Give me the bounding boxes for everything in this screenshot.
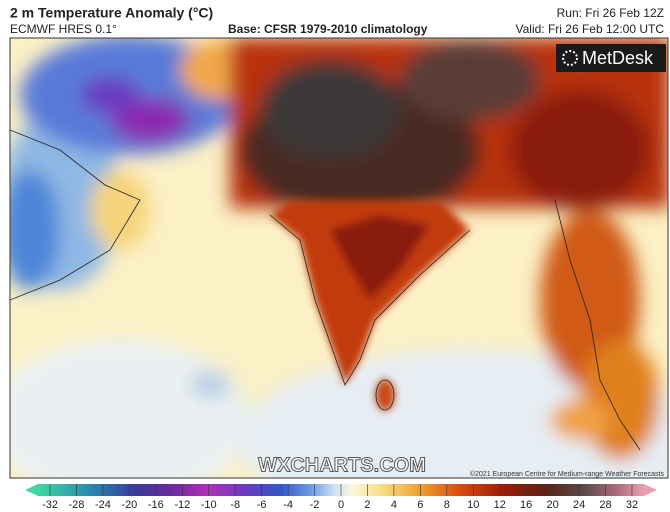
map xyxy=(10,38,668,478)
base: Base: CFSR 1979-2010 climatology xyxy=(228,22,428,36)
colorbar-tick-label: -12 xyxy=(174,499,190,511)
model: ECMWF HRES 0.1° xyxy=(10,22,117,36)
colorbar-tick-label: 4 xyxy=(391,499,397,511)
colorbar-tick-label: -8 xyxy=(230,499,240,511)
logo: MetDesk xyxy=(582,48,654,68)
copyright: ©2021 European Centre for Medium-range W… xyxy=(470,470,665,478)
colorbar-tick-label: -6 xyxy=(257,499,267,511)
colorbar-tick-label: -28 xyxy=(69,499,85,511)
colorbar-tick-label: -10 xyxy=(201,499,217,511)
colorbar-tick-label: 20 xyxy=(547,499,559,511)
valid: Valid: Fri 26 Feb 12:00 UTC xyxy=(515,22,664,36)
colorbar-tick-label: 28 xyxy=(599,499,611,511)
colorbar-tick-label: -20 xyxy=(121,499,137,511)
colorbar-tick-label: 6 xyxy=(417,499,423,511)
title: 2 m Temperature Anomaly (°C) xyxy=(10,5,213,21)
watermark: WXCHARTS.COM xyxy=(258,454,426,476)
colorbar-tick-label: 12 xyxy=(494,499,506,511)
colorbar-tick-label: 10 xyxy=(467,499,479,511)
colorbar-tick-label: 32 xyxy=(626,499,638,511)
colorbar-tick-label: 0 xyxy=(338,499,344,511)
colorbar-tick-label: 8 xyxy=(444,499,450,511)
colorbar-tick-label: -2 xyxy=(310,499,320,511)
colorbar-tick-label: 24 xyxy=(573,499,585,511)
colorbar-tick-label: -24 xyxy=(95,499,111,511)
colorbar-tick-label: -4 xyxy=(283,499,293,511)
logo-box xyxy=(556,44,666,72)
run: Run: Fri 26 Feb 12Z xyxy=(557,6,664,20)
colorbar-tick-label: 2 xyxy=(364,499,370,511)
colorbar-tick-label: -16 xyxy=(148,499,164,511)
colorbar-tick-label: -32 xyxy=(42,499,58,511)
colorbar-tick-label: 16 xyxy=(520,499,532,511)
